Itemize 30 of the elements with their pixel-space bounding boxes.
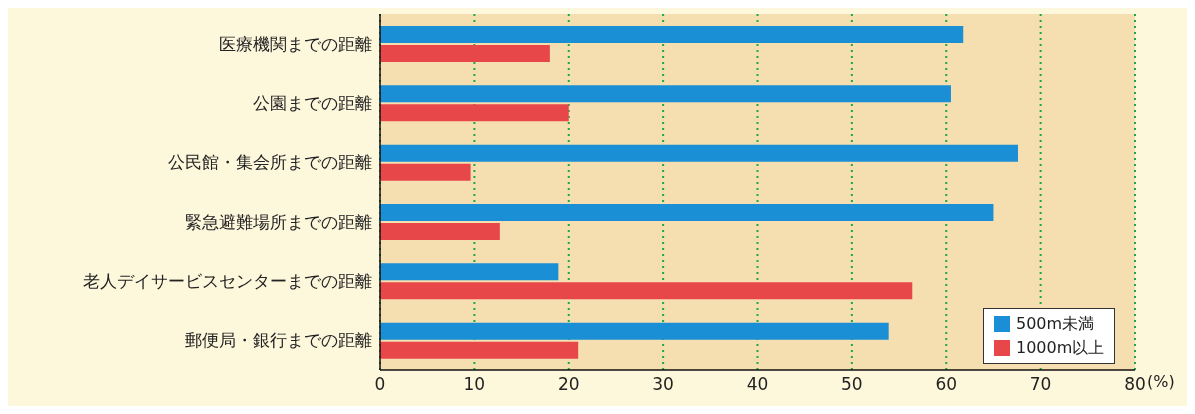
x-axis-title: (%) [1147, 371, 1175, 391]
bar [380, 204, 994, 221]
x-tick-label: 80 [1124, 374, 1146, 395]
bar [380, 282, 913, 300]
y-tick-label: 公民館・集会所までの距離 [168, 152, 372, 173]
bar [380, 104, 569, 122]
bar [380, 223, 500, 240]
x-tick-label: 0 [374, 374, 386, 395]
x-tick-label: 50 [841, 374, 863, 395]
legend-label: 1000m以上 [1016, 337, 1105, 359]
bar [380, 341, 579, 359]
y-tick-label: 郵便局・銀行までの距離 [185, 330, 372, 351]
bar [380, 45, 550, 62]
x-tick-label: 60 [935, 374, 958, 395]
bar [380, 263, 559, 281]
bar [380, 85, 951, 103]
y-tick-label: 公園までの距離 [253, 93, 372, 114]
y-tick-label: 緊急避難場所までの距離 [185, 211, 372, 232]
y-tick-label: 医療機関までの距離 [219, 33, 372, 54]
x-tick-label: 10 [463, 374, 486, 395]
legend-label: 500m未満 [1016, 313, 1095, 335]
x-tick-label: 70 [1029, 374, 1052, 395]
bar [380, 163, 471, 181]
x-tick-label: 20 [557, 374, 580, 395]
bar [380, 26, 964, 43]
bar [380, 144, 1018, 162]
x-tick-label: 40 [746, 374, 769, 395]
x-tick-label: 30 [652, 374, 674, 395]
y-tick-label: 老人デイサービスセンターまでの距離 [83, 271, 372, 292]
bar [380, 322, 889, 340]
